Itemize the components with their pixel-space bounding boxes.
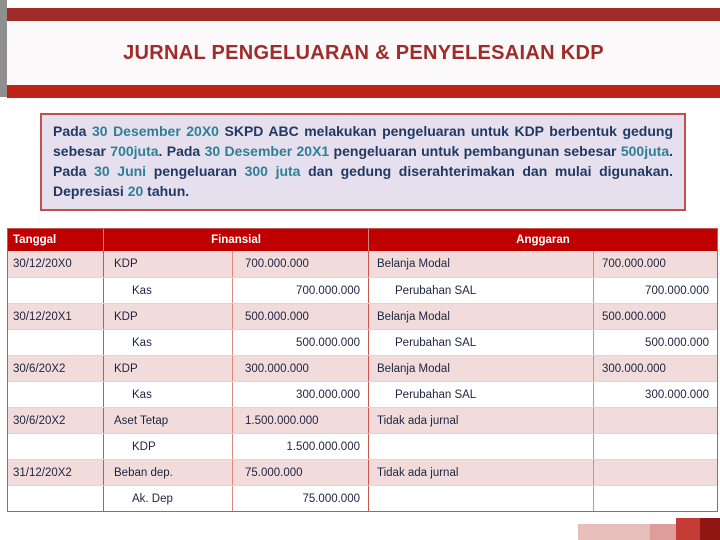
cell-anggaran-account: Perubahan SAL <box>369 330 594 355</box>
table-row: Ak. Dep 75.000.000 <box>8 485 717 511</box>
cell-finansial-account: Aset Tetap <box>104 408 233 433</box>
cell-anggaran-account: Perubahan SAL <box>369 382 594 407</box>
decoration-block <box>676 518 700 540</box>
cell-date <box>8 330 104 355</box>
decoration-block <box>650 524 676 540</box>
slide-title: JURNAL PENGELUARAN & PENYELESAIAN KDP <box>123 41 604 64</box>
table-row: 30/12/20X1 KDP 500.000.000 Belanja Modal 500… <box>8 303 717 329</box>
cell-anggaran-amount: 700.000.000 <box>645 284 709 297</box>
cell-date: 30/12/20X0 <box>8 251 104 277</box>
cell-finansial-amount: 75.000.000 <box>233 486 369 511</box>
cell-finansial-amount: 700.000.000 <box>233 251 369 277</box>
case-text-segment: 20 <box>127 182 144 199</box>
cell-anggaran-account: Belanja Modal <box>369 251 594 277</box>
case-text-segment: 300 juta <box>244 162 301 179</box>
table-row: 31/12/20X2 Beban dep. 75.000.000 Tidak ada … <box>8 459 717 485</box>
cell-anggaran-amount: 500.000.000 <box>602 310 666 323</box>
bottom-decoration <box>578 518 720 540</box>
cell-anggaran-account: Belanja Modal <box>369 356 594 381</box>
cell-finansial-account: Kas <box>104 382 233 407</box>
cell-anggaran-amount: 300.000.000 <box>645 388 709 401</box>
cell-anggaran-account: Tidak ada jurnal <box>369 408 594 433</box>
decoration-block <box>578 524 650 540</box>
case-text-segment: dan gedung diserahterimakan dan mulai di… <box>53 162 673 199</box>
cell-anggaran-amount <box>594 434 717 459</box>
table-row: Kas 500.000.000 Perubahan SAL 500.000.000 <box>8 329 717 355</box>
case-text-segment: 30 Desember 20X1 <box>204 142 330 159</box>
cell-date <box>8 278 104 303</box>
case-text-segment: pengeluaran untuk pembangunan sebesar <box>329 142 621 159</box>
cell-finansial-amount: 1.500.000.000 <box>233 434 369 459</box>
header-finansial: Finansial <box>104 229 369 251</box>
cell-date <box>8 382 104 407</box>
case-text-segment: . Pada <box>53 142 673 179</box>
table-row: Kas 300.000.000 Perubahan SAL 300.000.000 <box>8 381 717 407</box>
table-header-row: Tanggal Finansial Anggaran <box>8 229 717 251</box>
decoration-block <box>700 518 720 540</box>
cell-date: 30/6/20X2 <box>8 356 104 381</box>
table-row: KDP 1.500.000.000 <box>8 433 717 459</box>
cell-date: 31/12/20X2 <box>8 460 104 485</box>
cell-anggaran-account: Tidak ada jurnal <box>369 460 594 485</box>
cell-anggaran-account <box>369 486 594 511</box>
left-gray-strip <box>0 0 7 97</box>
cell-date: 30/12/20X1 <box>8 304 104 329</box>
cell-finansial-account: Kas <box>104 330 233 355</box>
table-row: 30/6/20X2 KDP 300.000.000 Belanja Modal 300.… <box>8 355 717 381</box>
cell-finansial-amount: 75.000.000 <box>233 460 369 485</box>
cell-date <box>8 434 104 459</box>
title-band: JURNAL PENGELUARAN & PENYELESAIAN KDP <box>7 21 720 85</box>
case-text-segment: SKPD ABC melakukan pengeluaran untuk KDP… <box>53 123 673 159</box>
cell-anggaran-account: Perubahan SAL <box>369 278 594 303</box>
journal-table: Tanggal Finansial Anggaran 30/12/20X0 KDP… <box>7 228 718 512</box>
cell-finansial-account: Beban dep. <box>104 460 233 485</box>
case-text-segment: 500juta <box>620 142 670 159</box>
cell-finansial-amount: 500.000.000 <box>233 330 369 355</box>
top-maroon-bar <box>7 8 720 21</box>
cell-anggaran-amount: 700.000.000 <box>602 258 666 270</box>
header-anggaran: Anggaran <box>369 229 717 251</box>
case-text-segment: tahun. <box>143 182 190 199</box>
cell-finansial-account: KDP <box>104 434 233 459</box>
cell-anggaran-amount: 500.000.000 <box>645 336 709 349</box>
table-row: 30/6/20X2 Aset Tetap 1.500.000.000 Tidak ad… <box>8 407 717 433</box>
journal-table-body: 30/12/20X0 KDP 700.000.000 Belanja Modal 700… <box>8 251 717 511</box>
case-text-segment: 700juta <box>110 142 159 159</box>
cell-anggaran-amount <box>594 408 717 433</box>
cell-anggaran-amount <box>594 460 717 485</box>
cell-finansial-amount: 700.000.000 <box>233 278 369 303</box>
case-text-segment: pengeluaran <box>146 162 245 179</box>
cell-finansial-amount: 300.000.000 <box>233 382 369 407</box>
cell-finansial-account: KDP <box>104 251 233 277</box>
cell-date: 30/6/20X2 <box>8 408 104 433</box>
cell-date <box>8 486 104 511</box>
header-tanggal: Tanggal <box>8 229 104 251</box>
cell-finansial-amount: 500.000.000 <box>233 304 369 329</box>
cell-anggaran-account <box>369 434 594 459</box>
title-underline-bar <box>7 85 720 98</box>
cell-finansial-amount: 300.000.000 <box>233 356 369 381</box>
case-text-segment: 30 Juni <box>94 162 147 179</box>
case-text-segment: 30 Desember 20X0 <box>91 123 219 139</box>
cell-finansial-account: Kas <box>104 278 233 303</box>
case-text-segment: . Pada <box>158 142 205 159</box>
table-row: Kas 700.000.000 Perubahan SAL 700.000.000 <box>8 277 717 303</box>
case-description-box: Pada 30 Desember 20X0 SKPD ABC melakukan… <box>40 113 686 211</box>
case-text: Pada 30 Desember 20X0 SKPD ABC melakukan… <box>53 122 673 202</box>
cell-anggaran-amount <box>594 486 717 511</box>
case-text-segment: Pada <box>53 123 92 139</box>
cell-finansial-amount: 1.500.000.000 <box>233 408 369 433</box>
cell-finansial-account: KDP <box>104 356 233 381</box>
cell-anggaran-amount: 300.000.000 <box>602 362 666 375</box>
cell-finansial-account: KDP <box>104 304 233 329</box>
table-row: 30/12/20X0 KDP 700.000.000 Belanja Modal 700… <box>8 251 717 277</box>
cell-finansial-account: Ak. Dep <box>104 486 233 511</box>
cell-anggaran-account: Belanja Modal <box>369 304 594 329</box>
